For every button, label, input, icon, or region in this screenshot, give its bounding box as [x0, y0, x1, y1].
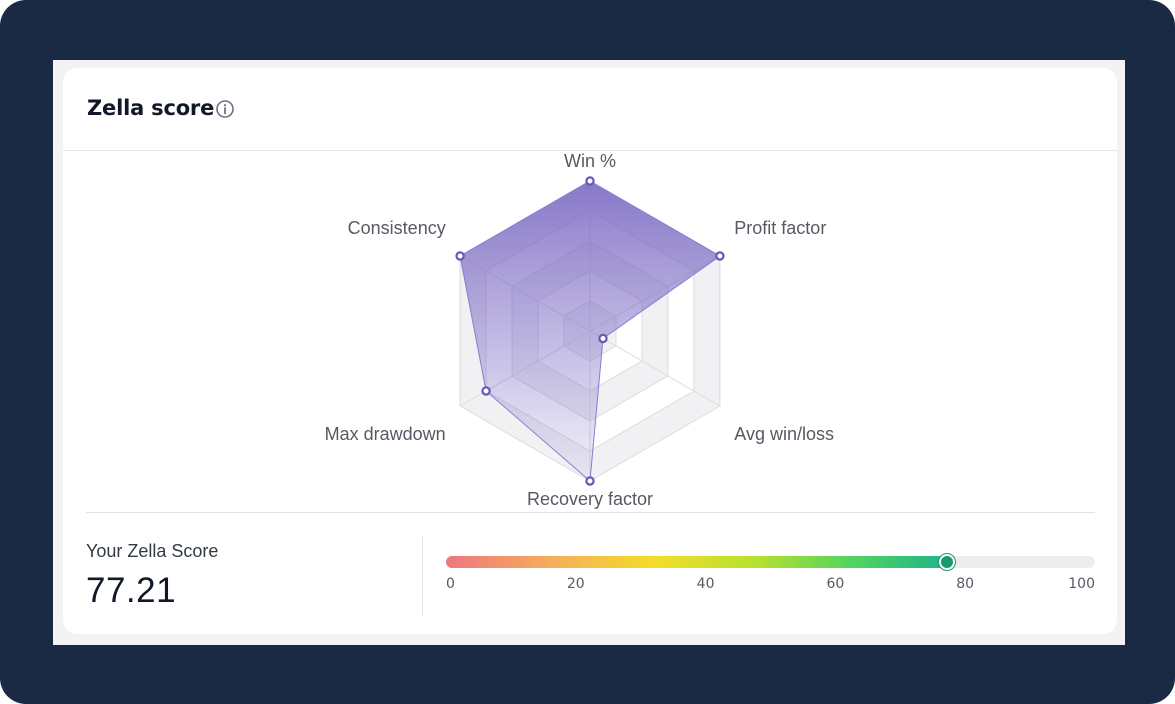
info-circle-icon[interactable] [215, 99, 235, 119]
radar-point[interactable] [715, 251, 725, 261]
radar-point[interactable] [481, 386, 491, 396]
vertical-divider [422, 536, 423, 616]
scale-tick-label: 60 [826, 576, 845, 592]
score-scale: 0 20 40 60 80 100 [446, 554, 1095, 596]
scale-tick-label: 20 [566, 576, 585, 592]
score-marker [939, 554, 956, 570]
score-fill [446, 556, 948, 568]
radar-point[interactable] [455, 251, 465, 261]
radar-axis-label: Profit factor [734, 218, 826, 238]
radar-chart: Win % Profit factor Avg win/loss Recovery f… [325, 151, 834, 509]
page-background: Zella score Win % Profit factor Avg win/lo… [53, 60, 1125, 645]
scale-tick-label: 80 [956, 576, 975, 592]
radar-point[interactable] [585, 476, 595, 486]
radar-axis-label: Avg win/loss [734, 424, 834, 444]
radar-axis-label: Consistency [348, 218, 446, 238]
scale-tick-label: 100 [1068, 576, 1095, 592]
zella-score-card: Zella score Win % Profit factor Avg win/lo… [63, 68, 1117, 634]
score-value: 77.21 [86, 571, 177, 610]
card-title: Zella score [87, 96, 215, 120]
radar-point[interactable] [585, 176, 595, 186]
radar-axis-label: Win % [564, 151, 616, 171]
radar-axis-label: Max drawdown [325, 424, 446, 444]
section-divider [86, 512, 1095, 513]
scale-tick-label: 40 [696, 576, 715, 592]
radar-axis-label: Recovery factor [527, 489, 653, 509]
card-header: Zella score [63, 68, 1117, 151]
scale-tick-label: 0 [446, 576, 455, 592]
radar-point[interactable] [598, 333, 608, 344]
radar-spoke [589, 330, 721, 407]
score-label: Your Zella Score [86, 541, 219, 561]
